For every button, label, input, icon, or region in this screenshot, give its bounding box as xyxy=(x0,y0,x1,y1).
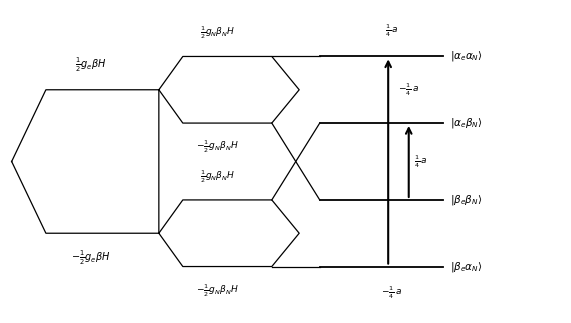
Text: $\frac{1}{2}g_N\beta_N H$: $\frac{1}{2}g_N\beta_N H$ xyxy=(199,25,235,41)
Text: $-\frac{1}{2}g_N\beta_N H$: $-\frac{1}{2}g_N\beta_N H$ xyxy=(196,139,238,155)
Text: $\frac{1}{4}\,a$: $\frac{1}{4}\,a$ xyxy=(385,22,399,38)
Text: $|\alpha_e\beta_N\rangle$: $|\alpha_e\beta_N\rangle$ xyxy=(450,116,482,130)
Text: $\frac{1}{2}g_e\beta H$: $\frac{1}{2}g_e\beta H$ xyxy=(75,56,106,74)
Text: $\frac{1}{2}g_N\beta_N H$: $\frac{1}{2}g_N\beta_N H$ xyxy=(199,168,235,184)
Text: $-\frac{1}{4}\,a$: $-\frac{1}{4}\,a$ xyxy=(399,81,420,98)
Text: $-\frac{1}{2}g_N\beta_N H$: $-\frac{1}{2}g_N\beta_N H$ xyxy=(196,282,238,298)
Text: $|\alpha_e\alpha_N\rangle$: $|\alpha_e\alpha_N\rangle$ xyxy=(450,49,482,63)
Text: $|\beta_e\alpha_N\rangle$: $|\beta_e\alpha_N\rangle$ xyxy=(450,260,482,274)
Text: $-\frac{1}{4}\,a$: $-\frac{1}{4}\,a$ xyxy=(381,285,402,301)
Text: $|\beta_e\beta_N\rangle$: $|\beta_e\beta_N\rangle$ xyxy=(450,193,482,207)
Text: $\frac{1}{4}\,a$: $\frac{1}{4}\,a$ xyxy=(414,153,428,170)
Text: $-\frac{1}{2}g_e\beta H$: $-\frac{1}{2}g_e\beta H$ xyxy=(71,249,110,267)
